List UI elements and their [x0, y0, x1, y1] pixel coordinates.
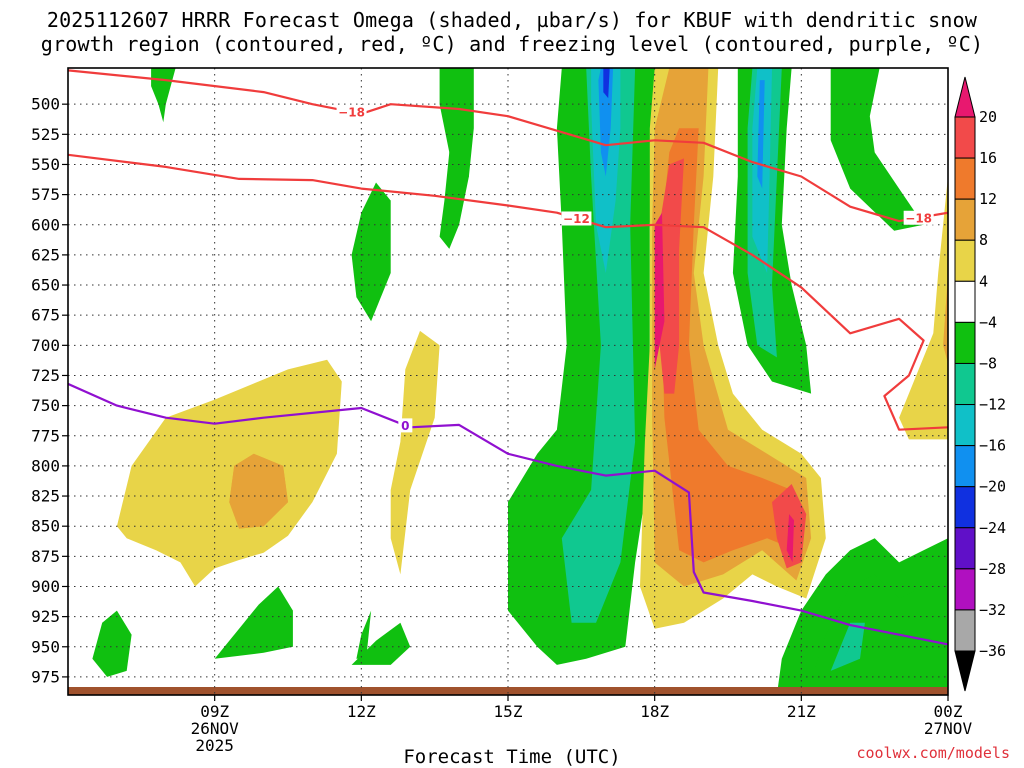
- y-tick-label: 675: [31, 306, 60, 325]
- shaded-core-ascent-column-17Z-2: [598, 68, 614, 177]
- y-tick-label: 975: [31, 667, 60, 686]
- colorbar-label: −32: [979, 601, 1006, 619]
- x-tick-label: 12Z: [347, 702, 376, 721]
- chart-title-line1: 2025112607 HRRR Forecast Omega (shaded, …: [46, 8, 978, 32]
- x-tick-label: 09Z: [200, 702, 229, 721]
- y-tick-label: 800: [31, 456, 60, 475]
- contour-label-freezing-level: 0: [401, 419, 409, 433]
- shaded-region-green-cell-12Z: [351, 182, 391, 322]
- shaded-region-green-low-10Z: [214, 586, 293, 659]
- colorbar-label: −36: [979, 642, 1006, 660]
- shaded-core-subsidence-column-18Z-1: [659, 128, 797, 563]
- contour-lower-dgz: [68, 153, 948, 431]
- colorbar-label: −16: [979, 437, 1006, 455]
- colorbar-top-arrow: [954, 76, 976, 118]
- colorbar-label: −20: [979, 478, 1006, 496]
- colorbar-label: −8: [979, 354, 997, 372]
- colorbar-label: 4: [979, 272, 988, 290]
- y-tick-label: 700: [31, 336, 60, 355]
- y-tick-label: 600: [31, 215, 60, 234]
- x-tick-label: 00Z: [934, 702, 963, 721]
- shaded-core-ascent-column-17Z-0: [561, 68, 636, 623]
- shaded-core-ascent-22Z-low-1: [830, 622, 865, 671]
- contour-label-bg: [561, 211, 592, 226]
- x-tick-sublabel: 2025: [195, 736, 234, 755]
- colorbar-segment: [954, 157, 976, 200]
- shaded-region-yellow-13Z: [390, 330, 440, 575]
- surface-terrain: [68, 687, 948, 695]
- x-axis-label: Forecast Time (UTC): [403, 746, 621, 768]
- colorbar-bottom-arrow: [954, 650, 976, 692]
- shaded-region-green-low-12Z: [351, 622, 411, 665]
- colorbar-segment: [954, 445, 976, 488]
- y-tick-label: 750: [31, 396, 60, 415]
- shaded-core-ascent-22Z-upper-0: [840, 68, 890, 195]
- contour-upper-dgz: [68, 69, 948, 223]
- colorbar-segment: [954, 198, 976, 241]
- x-tick-label: 18Z: [640, 702, 669, 721]
- colorbar-label: 12: [979, 190, 997, 208]
- colorbar-segment: [954, 116, 976, 159]
- y-tick-label: 575: [31, 185, 60, 204]
- x-tick-sublabel: 27NOV: [924, 719, 973, 738]
- shaded-core-subsidence-column-18Z-2: [659, 158, 684, 394]
- shaded-region-green-low-07Z: [92, 610, 132, 677]
- y-tick-label: 875: [31, 547, 60, 566]
- shaded-region-green-cell-13Z-low: [356, 610, 372, 659]
- shaded-core-ascent-column-17Z-3: [603, 68, 610, 99]
- y-tick-label: 775: [31, 426, 60, 445]
- y-tick-label: 900: [31, 577, 60, 596]
- colorbar-segment: [954, 609, 976, 652]
- y-tick-label: 525: [31, 125, 60, 144]
- contour-freezing-level: [68, 382, 948, 646]
- shaded-region-green-upper-14Z: [439, 68, 474, 213]
- y-tick-label: 500: [31, 95, 60, 114]
- y-tick-label: 950: [31, 637, 60, 656]
- colorbar-segment: [954, 527, 976, 570]
- y-tick-label: 550: [31, 155, 60, 174]
- contour-label-bg: [336, 104, 367, 119]
- colorbar-label: −28: [979, 560, 1006, 578]
- x-tick-sublabel: 26NOV: [191, 719, 240, 738]
- contour-label-lower-dgz: −12: [563, 212, 590, 226]
- contour-label-upper-dgz: −18: [338, 105, 365, 119]
- x-tick-label: 21Z: [787, 702, 816, 721]
- shaded-region-yellow-00Z: [899, 176, 948, 440]
- colorbar-label: 16: [979, 149, 997, 167]
- contour-label-upper-dgz: −18: [905, 211, 932, 225]
- shaded-core-ascent-column-20Z-2: [757, 80, 765, 189]
- shaded-core-subsidence-column-18Z-3: [654, 212, 665, 370]
- y-tick-label: 725: [31, 366, 60, 385]
- y-tick-label: 925: [31, 607, 60, 626]
- contour-label-bg: [398, 418, 413, 433]
- colorbar-label: −24: [979, 519, 1006, 537]
- colorbar-label: 20: [979, 108, 997, 126]
- shaded-region-orange-09Z-core: [229, 453, 288, 529]
- colorbar-segment: [954, 362, 976, 406]
- credit-link[interactable]: coolwx.com/models: [856, 744, 1010, 762]
- colorbar-segment: [954, 280, 976, 323]
- colorbar-label: 8: [979, 231, 988, 249]
- y-tick-label: 850: [31, 517, 60, 536]
- contour-label-bg: [903, 210, 934, 225]
- y-tick-label: 650: [31, 276, 60, 295]
- y-tick-label: 625: [31, 245, 60, 264]
- colorbar-segment: [954, 568, 976, 611]
- colorbar-segment: [954, 321, 976, 364]
- shaded-region-yellow-09Z-low: [116, 359, 342, 587]
- colorbar-label: −12: [979, 396, 1006, 414]
- colorbar-label: −4: [979, 313, 997, 331]
- colorbar-segment: [954, 486, 976, 529]
- y-tick-label: 825: [31, 487, 60, 506]
- shaded-core-yellow-00Z-0: [943, 273, 948, 364]
- shaded-region-green-band-8Z: [151, 68, 176, 123]
- x-tick-label: 15Z: [494, 702, 523, 721]
- colorbar-segment: [954, 404, 976, 447]
- chart-title-line2: growth region (contoured, red, ºC) and f…: [40, 32, 984, 56]
- colorbar-segment: [954, 239, 976, 282]
